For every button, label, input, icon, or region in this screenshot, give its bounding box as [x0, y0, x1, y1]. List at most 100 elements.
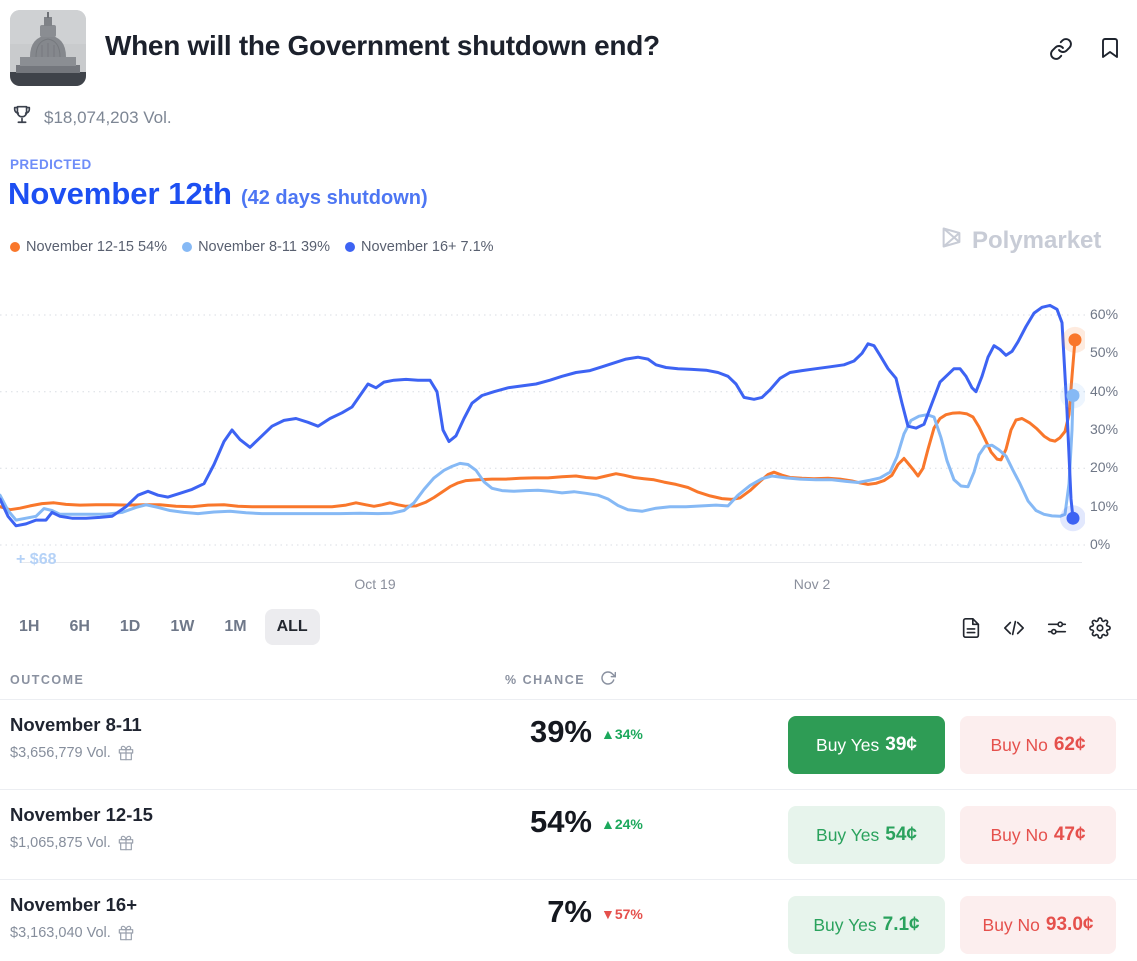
polymarket-watermark: Polymarket: [938, 224, 1101, 258]
y-axis: 60% 50% 40% 30% 20% 10% 0%: [1090, 290, 1136, 580]
buy-no-label: Buy No: [990, 734, 1048, 755]
x-axis-label: Oct 19: [354, 576, 396, 592]
code-icon[interactable]: [1003, 617, 1025, 639]
timeframe-6h[interactable]: 6H: [69, 618, 90, 635]
gift-icon: [118, 835, 134, 851]
trophy-icon: [11, 102, 33, 126]
buy-yes-button[interactable]: Buy Yes 39¢: [788, 716, 945, 774]
legend-label: November 16+ 7.1%: [360, 239, 494, 255]
buy-yes-price: 39¢: [885, 734, 917, 755]
buy-yes-label: Buy Yes: [813, 914, 877, 935]
sliders-icon[interactable]: [1046, 617, 1068, 639]
buy-no-price: 47¢: [1053, 824, 1086, 845]
outcome-volume: $3,163,040 Vol.: [10, 925, 134, 941]
buy-no-price: 62¢: [1053, 734, 1086, 755]
outcome-volume: $3,656,779 Vol.: [10, 745, 134, 761]
chart-baseline: [20, 562, 1082, 563]
y-axis-label: 50%: [1090, 344, 1119, 361]
polymarket-logo-icon: [938, 224, 965, 258]
buy-no-button[interactable]: Buy No 47¢: [960, 806, 1116, 864]
outcome-volume-text: $1,065,875 Vol.: [10, 835, 111, 851]
outcome-table-header: OUTCOME % CHANCE: [0, 666, 1137, 700]
chance-value: 7%: [547, 894, 592, 929]
gift-icon: [118, 925, 134, 941]
bookmark-icon[interactable]: [1098, 36, 1122, 60]
predicted-value: November 12th: [8, 176, 232, 211]
legend-dot: [182, 242, 193, 252]
volume-text: $18,074,203 Vol.: [44, 108, 172, 127]
refresh-icon[interactable]: [600, 670, 617, 686]
table-row[interactable]: November 16+ $3,163,040 Vol. 7% ▼57% Buy…: [0, 880, 1137, 961]
buy-no-button[interactable]: Buy No 93.0¢: [960, 896, 1116, 954]
chance-value: 54%: [529, 804, 592, 839]
legend-item: November 12-15 54%: [10, 239, 167, 255]
outcome-volume-text: $3,656,779 Vol.: [10, 745, 111, 761]
endpoint-dot: [1068, 333, 1082, 347]
outcome-name: November 12-15: [10, 804, 153, 825]
buy-no-button[interactable]: Buy No 62¢: [960, 716, 1116, 774]
table-row[interactable]: November 12-15 $1,065,875 Vol. 54% ▲24% …: [0, 790, 1137, 880]
series-line: [0, 303, 1075, 528]
y-axis-label: 60%: [1090, 306, 1119, 322]
predicted-row: November 12th (42 days shutdown): [8, 176, 428, 212]
y-axis-label: 30%: [1090, 421, 1119, 437]
timeframe-selector: 1H 6H 1D 1W 1M ALL: [7, 609, 320, 645]
series-line: [0, 338, 1077, 512]
table-row[interactable]: November 8-11 $3,656,779 Vol. 39% ▲34% B…: [0, 700, 1137, 790]
timeframe-1w[interactable]: 1W: [170, 618, 195, 635]
price-chart[interactable]: [0, 290, 1085, 580]
predicted-suffix: (42 days shutdown): [240, 187, 428, 209]
gift-icon: [118, 745, 134, 761]
chance-delta: ▼57%: [601, 906, 643, 922]
chance-value: 39%: [529, 714, 592, 749]
page-title: When will the Government shutdown end?: [105, 30, 660, 61]
outcome-volume-text: $3,163,040 Vol.: [10, 925, 111, 941]
predicted-label: PREDICTED: [10, 157, 92, 172]
timeframe-1d[interactable]: 1D: [119, 618, 141, 635]
timeframe-1h[interactable]: 1H: [19, 618, 40, 635]
chance-column-header: % CHANCE: [505, 673, 586, 687]
legend-item: November 16+ 7.1%: [344, 239, 494, 255]
outcome-name: November 8-11: [10, 714, 142, 735]
outcome-column-header: OUTCOME: [10, 673, 85, 687]
x-axis: Oct 19 Nov 2: [0, 576, 1085, 596]
legend-label: November 12-15 54%: [26, 239, 168, 255]
link-icon[interactable]: [1049, 37, 1073, 61]
legend-label: November 8-11 39%: [198, 239, 330, 255]
endpoint-dot: [1066, 511, 1080, 525]
timeframe-all[interactable]: ALL: [264, 609, 320, 645]
timeframe-1m[interactable]: 1M: [224, 618, 247, 635]
legend-dot: [10, 242, 20, 252]
outcome-volume: $1,065,875 Vol.: [10, 835, 134, 851]
outcome-name: November 16+: [10, 894, 137, 915]
buy-yes-price: 7.1¢: [882, 914, 920, 935]
buy-yes-label: Buy Yes: [816, 824, 880, 845]
earnings-annotation: + $68: [16, 551, 57, 568]
buy-no-label: Buy No: [982, 914, 1040, 935]
chart-legend: November 12-15 54% November 8-11 39% Nov…: [10, 239, 494, 255]
legend-item: November 8-11 39%: [182, 239, 330, 255]
file-text-icon[interactable]: [960, 617, 982, 639]
chance-delta: ▲24%: [601, 816, 643, 832]
legend-dot: [344, 242, 355, 252]
gear-icon[interactable]: [1089, 617, 1111, 639]
buy-yes-button[interactable]: Buy Yes 7.1¢: [788, 896, 945, 954]
chance-delta: ▲34%: [601, 726, 643, 742]
series-line: [0, 394, 1075, 522]
y-axis-label: 40%: [1090, 382, 1119, 399]
y-axis-label: 20%: [1090, 459, 1119, 476]
y-axis-label: 0%: [1090, 536, 1111, 552]
chart-actions: [960, 617, 1111, 639]
y-axis-label: 10%: [1090, 497, 1119, 514]
watermark-text: Polymarket: [972, 227, 1102, 254]
buy-yes-label: Buy Yes: [816, 734, 880, 755]
chart-area: 60% 50% 40% 30% 20% 10% 0% + $68 Oct 19 Nov 2: [0, 290, 1137, 600]
buy-no-label: Buy No: [990, 824, 1048, 845]
x-axis-label: Nov 2: [793, 576, 831, 592]
capitol-image: [10, 10, 86, 86]
buy-yes-button[interactable]: Buy Yes 54¢: [788, 806, 945, 864]
buy-no-price: 93.0¢: [1045, 914, 1094, 935]
buy-yes-price: 54¢: [885, 824, 917, 845]
endpoint-dot: [1066, 389, 1080, 402]
